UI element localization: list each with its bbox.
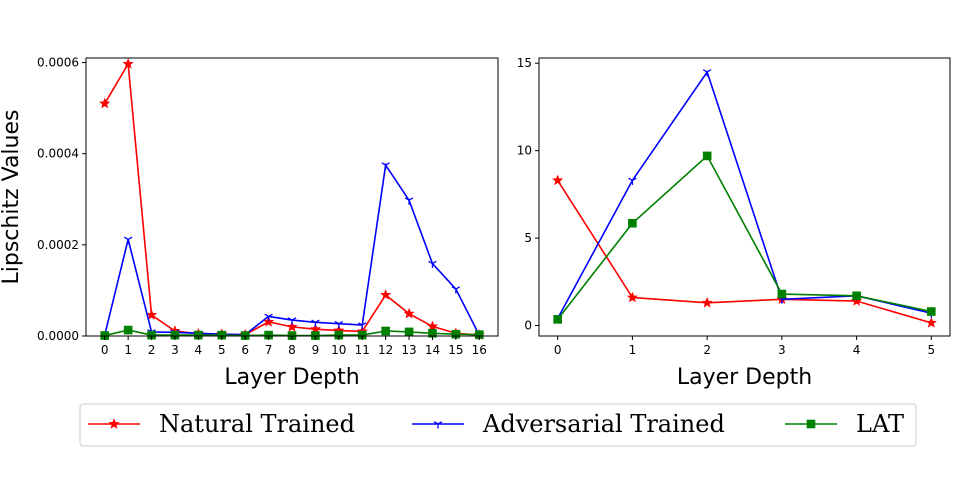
data-point-left-0-12: [380, 289, 392, 300]
data-point-left-1-7: [264, 313, 273, 321]
y-tick-label-left-0: 0.0000: [37, 329, 79, 343]
y-tick-label-left-3: 0.0006: [37, 56, 79, 70]
data-point-right-0-0: [552, 174, 564, 186]
y-tick-label-right-0: 0: [524, 319, 532, 333]
series-line-right-1: [556, 70, 932, 319]
data-point-left-1-12: [381, 162, 390, 170]
legend-label-2: LAT: [856, 410, 904, 438]
x-axis-title-right: Layer Depth: [677, 365, 812, 390]
legend-label-0: Natural Trained: [159, 410, 355, 438]
x-tick-label-left-2: 2: [148, 343, 156, 357]
x-axis-title-left: Layer Depth: [224, 365, 359, 390]
right-chart-panel: 0 1 2 3 4 5 0 5 10 15 Layer Depth: [517, 56, 951, 390]
data-point-right-0-5: [925, 317, 937, 328]
data-point-left-1-1: [123, 236, 133, 244]
data-point-left-0-2: [146, 309, 158, 320]
data-point-right-0-2: [701, 296, 713, 308]
x-tick-label-left-5: 5: [218, 343, 226, 357]
series-right-1: [553, 69, 936, 324]
x-tick-label-left-7: 7: [265, 343, 273, 357]
data-point-left-0-0: [99, 97, 111, 109]
series-left-0: [99, 58, 485, 340]
series-line-left-0: [104, 61, 480, 336]
x-tick-label-right-3: 3: [778, 343, 786, 357]
data-point-left-0-8: [286, 321, 298, 332]
y-tick-label-left-2: 0.0004: [37, 147, 79, 161]
series-left-2: [100, 325, 484, 340]
data-point-left-2-13: [404, 327, 414, 337]
data-point-right-2-5: [927, 307, 936, 316]
x-tick-label-left-4: 4: [195, 343, 203, 357]
x-tick-label-left-15: 15: [448, 343, 463, 357]
x-tick-label-right-1: 1: [629, 343, 637, 357]
x-tick-label-left-0: 0: [101, 343, 109, 357]
data-point-left-1-8: [287, 317, 297, 325]
y-tick-label-right-2: 10: [517, 144, 532, 158]
data-point-left-0-7: [263, 316, 275, 327]
series-left-1: [100, 162, 484, 340]
x-tick-label-left-13: 13: [401, 343, 416, 357]
y-tick-label-right-3: 15: [517, 56, 532, 70]
legend-marker-1: [433, 421, 443, 429]
series-line-right-0: [557, 179, 932, 324]
data-point-right-2-4: [852, 291, 861, 301]
data-point-left-1-13: [404, 197, 414, 205]
legend-box: [79, 403, 917, 447]
data-point-right-2-0: [553, 315, 562, 324]
legend-label-1: Adversarial Trained: [482, 410, 725, 438]
data-point-left-2-1: [123, 325, 133, 335]
x-tick-label-right-4: 4: [853, 343, 861, 357]
data-point-right-2-2: [702, 151, 712, 161]
x-tick-label-left-1: 1: [124, 343, 132, 357]
y-tick-label-left-1: 0.0002: [37, 238, 79, 252]
data-point-right-1-2: [702, 69, 712, 77]
x-tick-label-left-14: 14: [425, 343, 440, 357]
data-point-right-1-1: [628, 177, 637, 185]
data-point-right-2-3: [777, 289, 787, 299]
legend-marker-0: [108, 418, 120, 429]
data-point-left-0-13: [403, 307, 415, 319]
plot-frame-right: [538, 57, 951, 337]
data-point-left-1-10: [334, 320, 344, 329]
data-point-left-0-14: [426, 320, 438, 332]
data-point-left-2-12: [381, 326, 390, 336]
legend-entry-0: Natural Trained: [88, 410, 355, 438]
x-tick-label-left-10: 10: [331, 343, 346, 357]
series-line-left-1: [103, 162, 480, 336]
data-point-left-0-1: [122, 58, 134, 69]
legend: Natural Trained Adversarial Trained LAT: [79, 403, 917, 447]
x-tick-label-left-11: 11: [355, 343, 370, 357]
x-tick-label-left-6: 6: [241, 343, 249, 357]
data-point-left-1-11: [358, 322, 367, 330]
left-chart-panel: 0 1 2 3 4 5 6 7 8 9 10 11 12 13 14 15 160.00000.00020.00…: [37, 56, 499, 390]
x-tick-label-left-3: 3: [171, 343, 179, 357]
series-line-right-2: [557, 154, 932, 320]
legend-marker-2: [806, 419, 816, 429]
x-tick-label-left-16: 16: [472, 343, 487, 357]
x-tick-label-right-2: 2: [703, 343, 711, 357]
legend-entry-1: Adversarial Trained: [412, 410, 725, 438]
x-tick-label-left-12: 12: [378, 343, 393, 357]
data-point-left-1-15: [451, 286, 461, 294]
x-tick-label-right-5: 5: [927, 343, 935, 357]
x-tick-label-left-8: 8: [288, 343, 296, 357]
plot-frame-left: [85, 57, 499, 337]
data-point-left-1-14: [428, 260, 437, 269]
y-tick-label-right-1: 5: [524, 231, 532, 245]
x-tick-label-left-9: 9: [312, 343, 320, 357]
legend-entry-2: LAT: [785, 410, 904, 438]
data-point-left-1-9: [311, 319, 320, 327]
data-point-right-0-1: [626, 291, 638, 303]
y-axis-title: Lipschitz Values: [0, 110, 24, 285]
x-tick-label-right-0: 0: [554, 343, 562, 357]
data-point-right-2-1: [628, 218, 637, 228]
series-right-2: [553, 151, 936, 324]
